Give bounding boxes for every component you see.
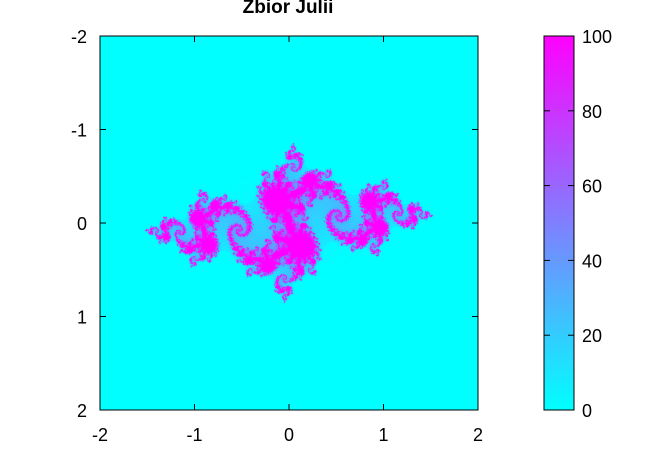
y-tick-label: -2 [71,27,87,47]
x-tick-label: 2 [473,425,483,445]
x-tick-label: 1 [378,425,388,445]
colorbar-tick-label: 0 [582,401,592,421]
y-tick-label: 2 [77,401,87,421]
colorbar-ticks: 0 20 40 60 80 100 [544,27,612,421]
colorbar-gradient [544,36,574,410]
x-tick-label: -2 [92,425,108,445]
colorbar: 0 20 40 60 80 100 [543,27,612,421]
colorbar-frame [543,35,575,411]
julia-set-heatmap [100,36,478,410]
x-axis-ticks: -2 -1 0 1 2 [92,36,483,445]
y-axis-ticks: -2 -1 0 1 2 [71,27,478,421]
y-tick-label: -1 [71,121,87,141]
colorbar-tick-label: 60 [582,177,602,197]
colorbar-tick-label: 80 [582,102,602,122]
colorbar-tick-label: 40 [582,251,602,271]
plot-area [99,35,479,411]
y-tick-label: 1 [77,308,87,328]
colorbar-tick-label: 20 [582,326,602,346]
colorbar-tick-label: 100 [582,27,612,47]
y-tick-label: 0 [77,214,87,234]
x-tick-label: -1 [186,425,202,445]
x-tick-label: 0 [284,425,294,445]
chart-title: Zbior Julii [243,0,334,18]
